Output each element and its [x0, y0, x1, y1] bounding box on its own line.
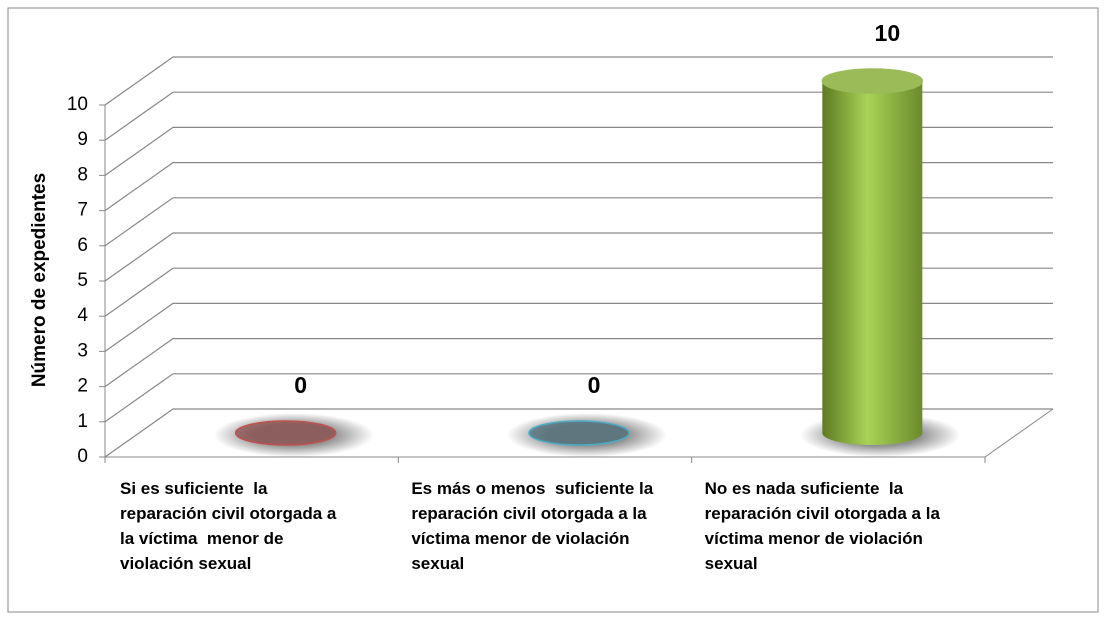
value-label: 0	[588, 372, 601, 398]
y-tick-label: 10	[67, 94, 88, 115]
cylinder	[213, 413, 374, 457]
x-tick-label: No es nada suficiente la reparación civi…	[704, 479, 945, 573]
y-tick-label: 5	[77, 270, 88, 291]
grid-line	[104, 197, 1053, 247]
x-tick-label: Si es suficiente la reparación civil oto…	[120, 479, 342, 573]
grid-line	[104, 338, 1053, 388]
chart-border	[7, 7, 1099, 613]
y-axis-title: Número de expedientes	[29, 173, 50, 387]
cylinder-top	[234, 420, 337, 446]
grid-line	[104, 126, 1053, 176]
y-tick-label: 8	[77, 164, 88, 185]
grid-line	[104, 408, 1053, 458]
grid-line	[104, 91, 1053, 141]
y-tick-label: 1	[77, 411, 88, 432]
grid-line	[104, 162, 1053, 212]
y-tick-label: 3	[77, 340, 88, 361]
value-label: 0	[294, 372, 307, 398]
cylinder	[507, 413, 667, 457]
cylinder-top	[821, 68, 924, 94]
y-tick-label: 0	[77, 446, 88, 467]
grid-line	[104, 56, 1053, 106]
grid-line	[104, 267, 1053, 317]
y-tick-label: 4	[77, 305, 88, 326]
y-tick-label: 2	[77, 376, 88, 397]
y-tick-label: 9	[77, 129, 88, 150]
x-tick-label: Es más o menos suficiente la reparación …	[411, 479, 658, 573]
y-tick-label: 7	[77, 200, 88, 221]
grid-line	[104, 232, 1053, 282]
cylinder	[800, 68, 961, 457]
cylinder-top	[528, 420, 630, 446]
grid-line	[104, 302, 1053, 352]
grid-line	[104, 373, 1053, 423]
value-label: 10	[875, 20, 901, 46]
y-tick-label: 6	[77, 235, 88, 256]
cylinder-body	[822, 81, 923, 446]
